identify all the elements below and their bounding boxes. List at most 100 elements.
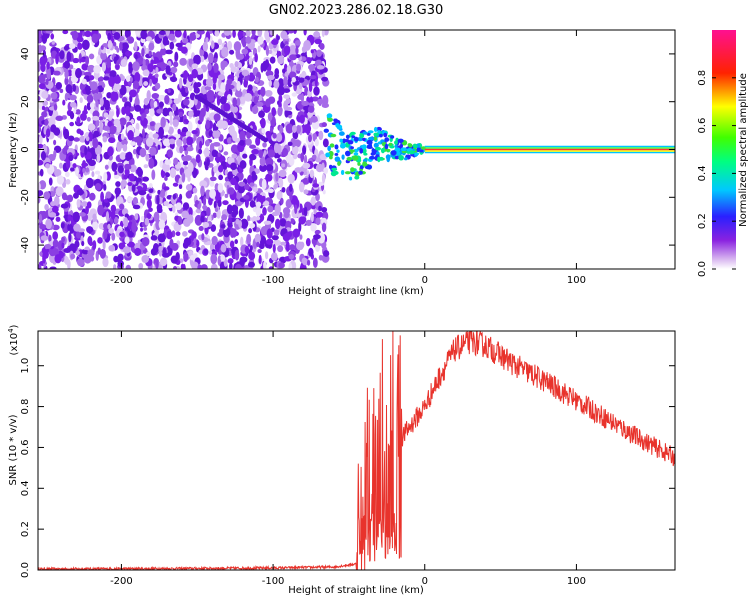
spectrogram-noise-blob xyxy=(182,241,189,249)
spectrogram-noise-blob xyxy=(101,83,106,88)
spectrogram-noise-blob xyxy=(308,82,313,93)
spectrogram-noise-blob xyxy=(223,102,231,112)
spectrogram-noise-blob xyxy=(288,253,295,260)
spectrogram-noise-blob xyxy=(46,61,50,71)
spectrogram-noise-blob xyxy=(261,178,267,190)
spectrogram-convergence-blob xyxy=(400,147,407,152)
spectrogram-noise-blob xyxy=(291,92,298,97)
spectrogram-noise-blob xyxy=(150,235,158,241)
spectrogram-noise-blob xyxy=(153,100,158,108)
spectrogram-noise-blob xyxy=(202,41,209,52)
spectrogram-noise-blob xyxy=(59,50,65,60)
spectrogram-noise-blob xyxy=(218,165,224,173)
spectrogram-noise-blob xyxy=(238,220,242,229)
spectrogram-noise-blob xyxy=(119,152,127,160)
spectrogram-noise-blob xyxy=(196,30,205,35)
spectrogram-noise-blob xyxy=(205,119,210,130)
spectrogram-noise-blob xyxy=(158,101,164,108)
colorbar-label: Normalized spectral amplitude xyxy=(738,73,749,227)
spectrogram-noise-blob xyxy=(284,41,289,46)
spectrogram-noise-blob xyxy=(49,266,57,269)
spectrogram-noise-blob xyxy=(223,151,229,156)
spectrogram-noise-blob xyxy=(88,131,93,142)
spectrogram-noise-blob xyxy=(119,41,123,51)
spectrogram-noise-blob xyxy=(210,40,215,50)
spectrogram-noise-blob xyxy=(72,211,80,223)
spectrogram-noise-blob xyxy=(146,198,152,209)
spectrogram-noise-blob xyxy=(209,180,215,187)
spectrogram-noise-blob xyxy=(116,107,120,118)
spectrogram-noise-blob xyxy=(45,163,51,169)
spectrogram-noise-blob xyxy=(219,96,227,105)
spectrogram-noise-blob xyxy=(158,30,167,35)
spectrogram-noise-blob xyxy=(323,30,329,36)
spectrogram-noise-blob xyxy=(264,251,269,260)
spectrogram-convergence-blob xyxy=(327,145,331,152)
spectrogram-noise-blob xyxy=(182,231,188,237)
spectrogram-noise-blob xyxy=(113,118,121,127)
spectrogram-noise-blob xyxy=(307,105,315,113)
spectrogram-noise-blob xyxy=(91,115,100,121)
spectrogram-convergence-blob xyxy=(409,150,415,155)
spectrogram-noise-blob xyxy=(276,132,283,143)
snr-panel: -200 -100 0 100 0.0 0.2 0.4 0.6 0.8 1.0 Height of… xyxy=(7,324,676,596)
spectrogram-noise-blob xyxy=(92,137,99,149)
spectrogram-noise-blob xyxy=(112,41,117,47)
spectrogram-marks xyxy=(38,30,675,269)
spectrogram-noise-blob xyxy=(183,118,189,123)
spectrogram-noise-blob xyxy=(195,200,200,205)
spectrogram-noise-blob xyxy=(319,153,328,161)
spectrogram-noise-blob xyxy=(162,35,169,46)
spectrogram-noise-blob xyxy=(103,125,110,131)
spectrogram-noise-blob xyxy=(305,237,311,247)
snr-y-tick-label: 0.4 xyxy=(20,480,31,496)
spectrogram-noise-blob xyxy=(108,227,114,234)
spectrogram-noise-blob xyxy=(285,123,294,134)
spectrogram-convergence-blob xyxy=(385,154,391,160)
snr-x-axis-label: Height of straight line (km) xyxy=(288,585,424,596)
spectrogram-noise-blob xyxy=(75,231,81,239)
spectrogram-noise-blob xyxy=(198,249,204,255)
spectrogram-y-tick-label: -20 xyxy=(20,189,31,205)
spectrogram-noise-blob xyxy=(100,51,107,61)
spectrogram-noise-blob xyxy=(45,30,53,34)
spectrogram-noise-blob xyxy=(117,165,124,174)
spectrogram-noise-blob xyxy=(182,263,186,269)
spectrogram-noise-blob xyxy=(313,86,320,96)
spectrogram-convergence-blob xyxy=(364,165,371,170)
spectrogram-noise-blob xyxy=(308,64,316,71)
spectrogram-noise-blob xyxy=(255,216,261,221)
spectrogram-noise-blob xyxy=(107,146,114,157)
spectrogram-noise-blob xyxy=(177,216,183,226)
spectrogram-noise-blob xyxy=(288,262,293,269)
spectrogram-noise-blob xyxy=(88,53,95,60)
spectrogram-noise-blob xyxy=(310,223,317,232)
snr-y-tick-label: 0.0 xyxy=(20,562,31,578)
spectrogram-noise-blob xyxy=(148,207,153,213)
spectrogram-noise-blob xyxy=(143,226,148,231)
spectrogram-noise-blob xyxy=(186,214,194,224)
spectrogram-noise-blob xyxy=(62,99,66,106)
spectrogram-noise-blob xyxy=(135,93,139,103)
spectrogram-noise-blob xyxy=(255,136,261,146)
spectrogram-noise-blob xyxy=(261,195,266,202)
spectrogram-noise-blob xyxy=(249,144,257,149)
spectrogram-noise-blob xyxy=(231,211,237,218)
spectrogram-noise-blob xyxy=(100,191,104,203)
spectrogram-noise-blob xyxy=(45,218,52,230)
spectrogram-noise-blob xyxy=(277,78,285,89)
spectrogram-noise-blob xyxy=(213,126,219,131)
spectrogram-noise-blob xyxy=(267,74,275,81)
spectrogram-noise-blob xyxy=(234,90,243,98)
spectrogram-noise-blob xyxy=(75,68,82,79)
spectrogram-noise-blob xyxy=(172,205,176,213)
spectrogram-noise-blob xyxy=(169,41,175,50)
spectrogram-noise-blob xyxy=(254,90,259,98)
spectrogram-noise-blob xyxy=(261,127,266,134)
spectrogram-noise-blob xyxy=(227,258,234,264)
spectrogram-noise-blob xyxy=(282,207,291,215)
spectrogram-convergence-blob xyxy=(353,136,359,142)
spectrogram-noise-blob xyxy=(64,69,69,79)
spectrogram-noise-blob xyxy=(241,36,247,48)
spectrogram-noise-blob xyxy=(134,30,142,37)
